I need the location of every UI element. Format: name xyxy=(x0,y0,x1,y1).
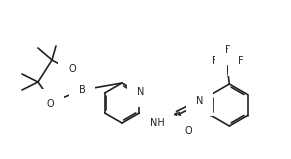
Text: F: F xyxy=(225,45,230,55)
Text: N: N xyxy=(137,87,144,97)
Text: O: O xyxy=(68,64,76,74)
Text: F: F xyxy=(237,56,243,66)
Text: O: O xyxy=(184,126,192,136)
Text: B: B xyxy=(79,85,85,95)
Text: O: O xyxy=(46,99,54,109)
Text: NH: NH xyxy=(150,118,165,128)
Text: N: N xyxy=(196,96,203,106)
Text: F: F xyxy=(212,56,217,66)
